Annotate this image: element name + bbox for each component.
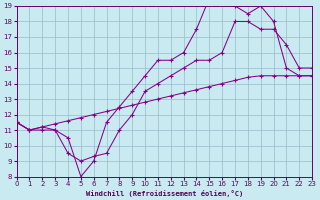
X-axis label: Windchill (Refroidissement éolien,°C): Windchill (Refroidissement éolien,°C) xyxy=(86,190,243,197)
